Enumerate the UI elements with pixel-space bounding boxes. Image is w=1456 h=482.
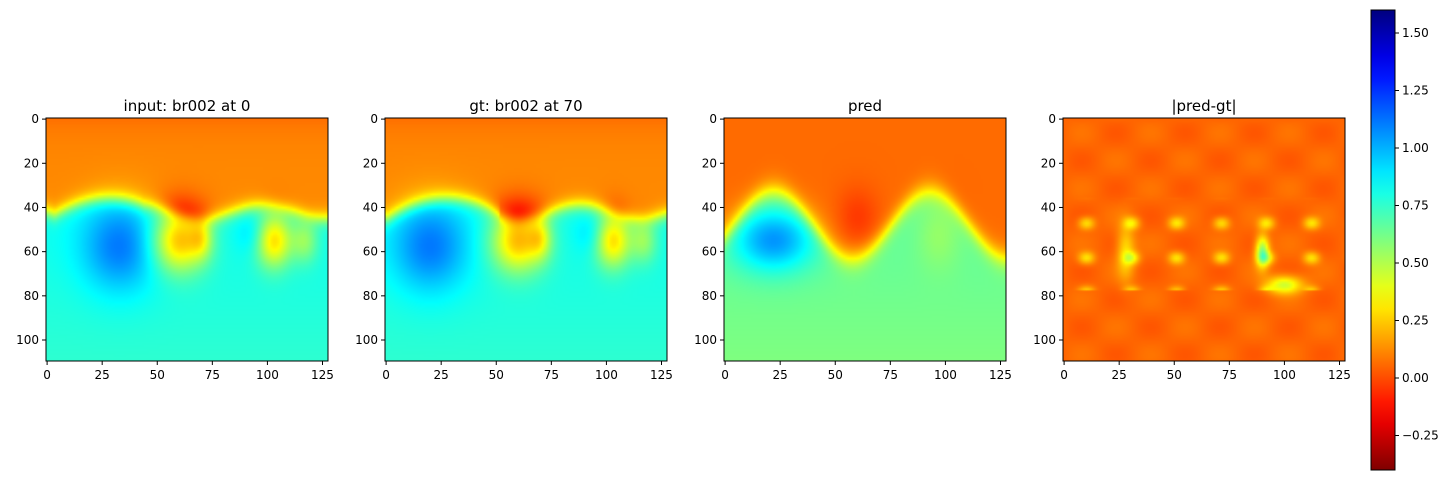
panel-4: |pred-gt| 0 25 50 75 100 125 0 20 40 60 80 100 (1033, 97, 1351, 382)
colorbar-tick-label: 1.50 (1402, 26, 1429, 40)
axes-frame (384, 117, 668, 362)
y-tick-label: 20 (1041, 156, 1056, 170)
y-tick-label: 20 (363, 156, 378, 170)
y-tick-label: 80 (702, 289, 717, 303)
x-tick-label: 25 (434, 368, 449, 382)
panel-title: |pred-gt| (1171, 97, 1236, 115)
y-tick-label: 40 (24, 200, 39, 214)
y-tick-label: 60 (24, 245, 39, 259)
y-tick-label: 60 (1041, 245, 1056, 259)
x-tick-label: 25 (773, 368, 788, 382)
y-tick-label: 0 (709, 112, 717, 126)
x-tick-label: 25 (1112, 368, 1127, 382)
x-tick-label: 0 (721, 368, 729, 382)
colorbar-tick-label: 0.00 (1402, 371, 1429, 385)
y-tick-label: 40 (1041, 200, 1056, 214)
x-tick-label: 50 (828, 368, 843, 382)
y-tick-label: 0 (370, 112, 378, 126)
panel-3: pred 0 25 50 75 100 125 0 20 40 60 80 100 (694, 97, 1012, 382)
colorbar-tick-label: 1.00 (1402, 141, 1429, 155)
x-tick-label: 75 (883, 368, 898, 382)
x-tick-label: 50 (1167, 368, 1182, 382)
x-tick-label: 125 (1328, 368, 1351, 382)
colorbar-tick-label: −0.25 (1402, 429, 1439, 443)
panel-1: input: br002 at 0 0 25 50 75 100 125 0 20 40 60 80 1… (16, 97, 334, 382)
y-tick-label: 100 (355, 333, 378, 347)
x-tick-label: 50 (150, 368, 165, 382)
x-tick-label: 75 (544, 368, 559, 382)
y-tick-label: 20 (702, 156, 717, 170)
y-tick-label: 60 (702, 245, 717, 259)
x-tick-label: 50 (489, 368, 504, 382)
axes-frame (723, 117, 1007, 362)
y-tick-label: 0 (31, 112, 39, 126)
x-tick-label: 0 (1060, 368, 1068, 382)
x-tick-label: 75 (205, 368, 220, 382)
x-tick-label: 0 (43, 368, 51, 382)
colorbar-tick-label: 0.50 (1402, 256, 1429, 270)
x-tick-label: 125 (650, 368, 673, 382)
y-tick-label: 80 (363, 289, 378, 303)
x-tick-label: 125 (311, 368, 334, 382)
colorbar-tick-label: 0.25 (1402, 314, 1429, 328)
x-tick-label: 100 (934, 368, 957, 382)
panel-2: gt: br002 at 70 0 25 50 75 100 125 0 20 40 60 80 100 (355, 97, 673, 382)
y-tick-label: 100 (1033, 333, 1056, 347)
panel-title: pred (848, 97, 882, 115)
y-tick-label: 40 (363, 200, 378, 214)
y-tick-label: 0 (1048, 112, 1056, 126)
axes-frame (1062, 117, 1346, 362)
colorbar: −0.25 0.00 0.25 0.50 0.75 1.00 1.25 1.50 (1370, 9, 1439, 471)
x-tick-label: 100 (595, 368, 618, 382)
heatmap-image (46, 118, 328, 361)
axes-frame (45, 117, 329, 362)
y-tick-label: 100 (16, 333, 39, 347)
y-tick-label: 100 (694, 333, 717, 347)
heatmap-image (385, 118, 667, 361)
x-tick-label: 0 (382, 368, 390, 382)
colorbar-gradient (1370, 9, 1396, 471)
colorbar-tick-label: 0.75 (1402, 199, 1429, 213)
panel-title: input: br002 at 0 (124, 97, 251, 115)
y-tick-label: 80 (1041, 289, 1056, 303)
y-tick-label: 40 (702, 200, 717, 214)
x-tick-label: 100 (256, 368, 279, 382)
panel-title: gt: br002 at 70 (469, 97, 582, 115)
y-tick-label: 80 (24, 289, 39, 303)
x-tick-label: 125 (989, 368, 1012, 382)
x-tick-label: 100 (1273, 368, 1296, 382)
y-tick-label: 20 (24, 156, 39, 170)
x-tick-label: 75 (1222, 368, 1237, 382)
y-tick-label: 60 (363, 245, 378, 259)
heatmap-image (724, 118, 1006, 361)
heatmap-image (1063, 118, 1345, 361)
x-tick-label: 25 (95, 368, 110, 382)
colorbar-tick-label: 1.25 (1402, 84, 1429, 98)
